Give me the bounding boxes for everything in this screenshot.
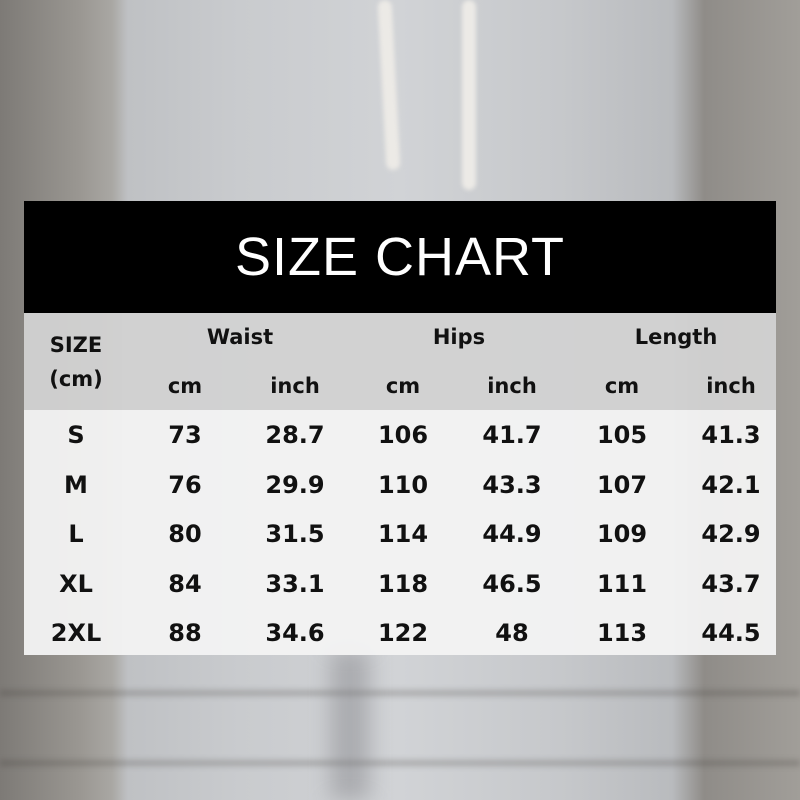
table-body: S 73 28.7 106 41.7 105 41.3 M 76 29.9 110 43.3 107 42…: [24, 410, 776, 655]
size-chart: SIZE CHART SIZE (cm) Waist Hips Length c…: [24, 201, 776, 655]
value-cell: 113: [596, 619, 648, 647]
value-cell: 43.7: [701, 569, 761, 598]
value-cell: 88: [168, 619, 202, 647]
subcolumn-header: cm: [604, 374, 640, 398]
value-cell: 41.3: [701, 421, 761, 449]
value-cell: 42.9: [701, 520, 761, 548]
value-cell: 31.5: [265, 520, 325, 548]
value-cell: 41.7: [482, 421, 542, 449]
size-cell: L: [68, 520, 84, 548]
value-cell: 84: [168, 569, 202, 598]
value-cell: 111: [596, 569, 648, 598]
drawstring-left: [377, 0, 401, 171]
size-cell: 2XL: [50, 619, 102, 647]
value-cell: 43.3: [482, 470, 542, 499]
value-cell: 46.5: [482, 569, 542, 598]
value-cell: 106: [377, 421, 429, 449]
subcolumn-header: inch: [487, 374, 537, 398]
step-edge: [0, 760, 800, 766]
drawstring-right: [462, 0, 476, 190]
pants-fold: [330, 650, 370, 800]
value-cell: 114: [377, 520, 429, 548]
subcolumn-header: inch: [270, 374, 320, 398]
value-cell: 28.7: [265, 421, 325, 449]
value-cell: 33.1: [265, 569, 325, 598]
value-cell: 107: [596, 470, 648, 499]
value-cell: 80: [168, 520, 202, 548]
value-cell: 44.9: [482, 520, 542, 548]
table-header: SIZE (cm) Waist Hips Length cm inch cm inch…: [24, 313, 776, 410]
value-cell: 122: [377, 619, 429, 647]
group-header-hips: Hips: [432, 325, 486, 349]
size-header: SIZE: [49, 333, 103, 357]
size-cell: S: [67, 421, 85, 449]
value-cell: 48: [495, 619, 529, 647]
value-cell: 44.5: [701, 619, 761, 647]
subcolumn-header: cm: [167, 374, 203, 398]
chart-title: SIZE CHART: [24, 201, 776, 313]
value-cell: 109: [596, 520, 648, 548]
value-cell: 73: [168, 421, 202, 449]
value-cell: 105: [596, 421, 648, 449]
value-cell: 118: [377, 569, 429, 598]
subcolumn-header: cm: [385, 374, 421, 398]
size-cell: XL: [59, 569, 93, 598]
group-header-length: Length: [634, 325, 718, 349]
group-header-waist: Waist: [206, 325, 274, 349]
value-cell: 110: [377, 470, 429, 499]
value-cell: 34.6: [265, 619, 325, 647]
value-cell: 42.1: [701, 470, 761, 499]
value-cell: 76: [168, 470, 202, 499]
value-cell: 29.9: [265, 470, 325, 499]
size-cell: M: [64, 470, 88, 499]
unit-header: (cm): [49, 367, 103, 391]
step-edge: [0, 690, 800, 696]
subcolumn-header: inch: [706, 374, 756, 398]
